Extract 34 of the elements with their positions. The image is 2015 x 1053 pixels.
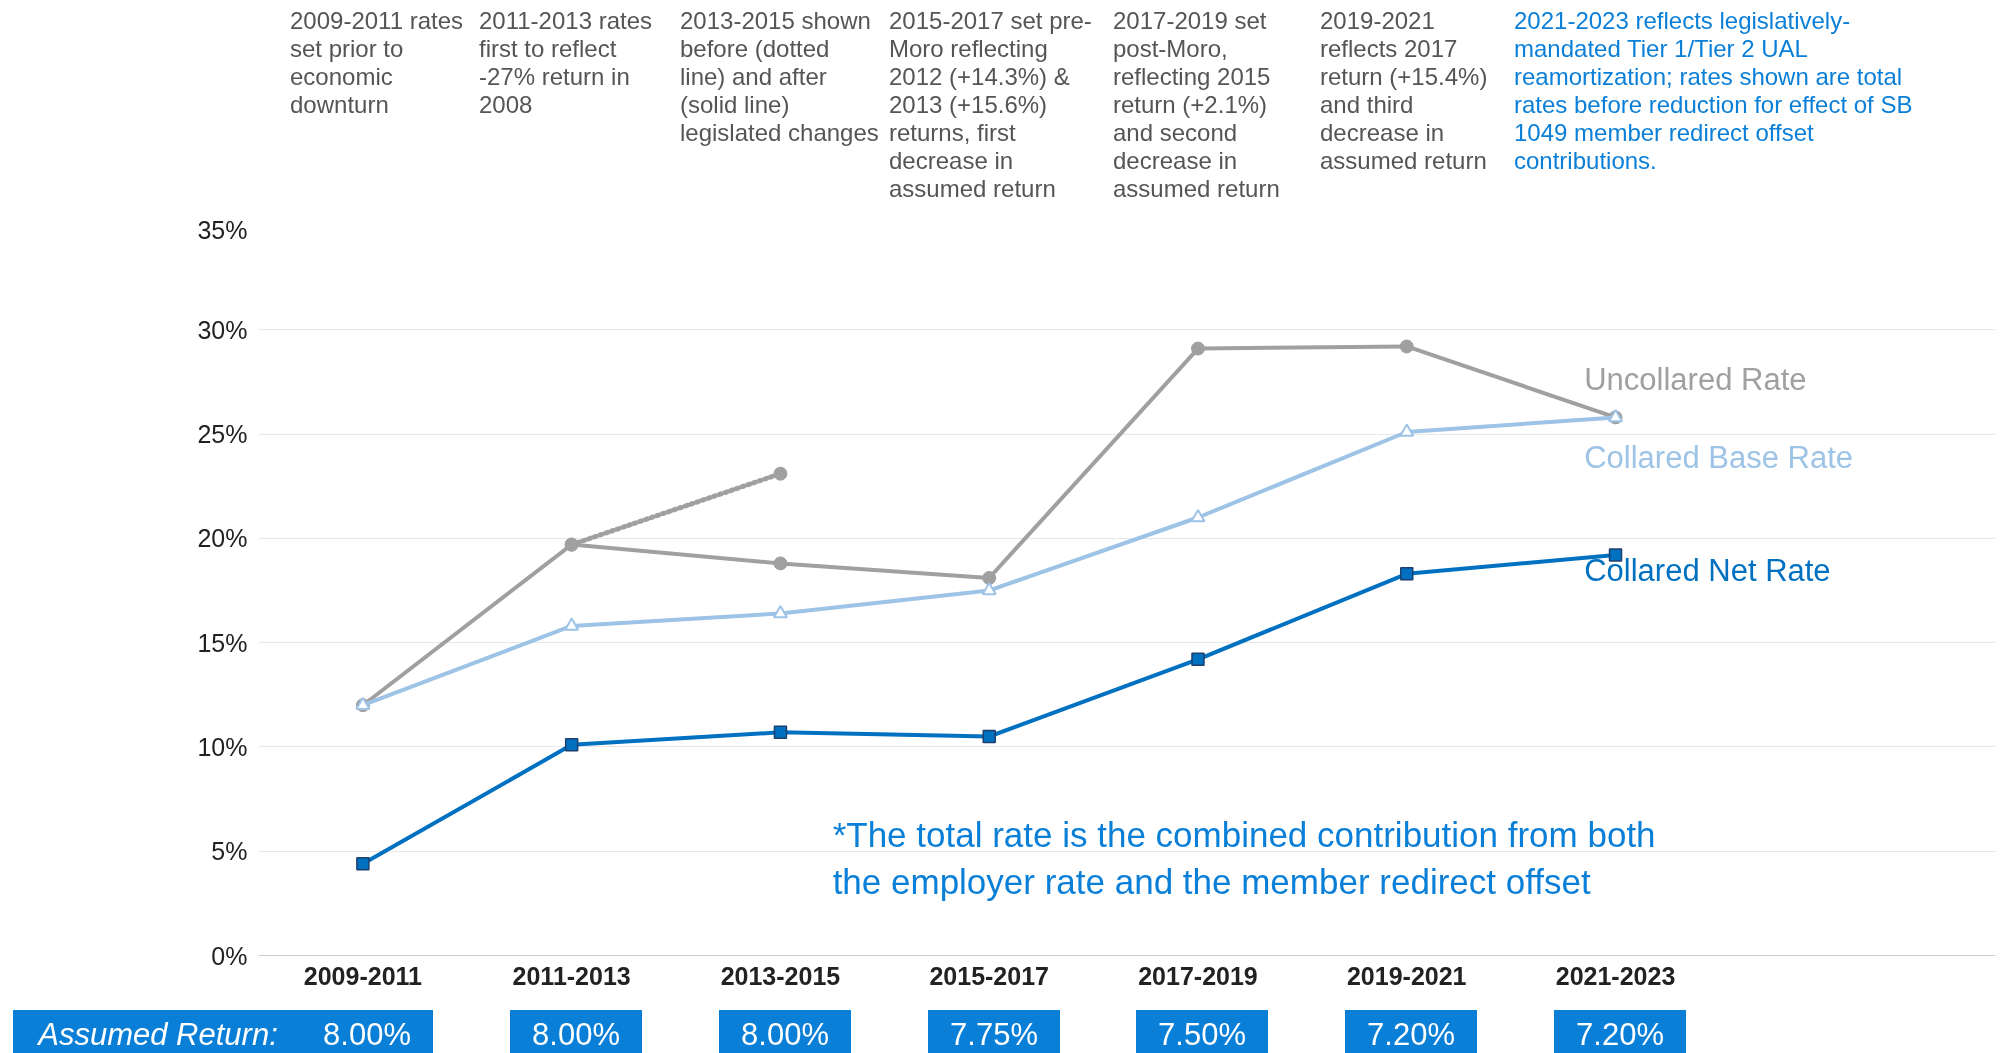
text: 7.50% [1136, 1010, 1268, 1053]
text: 2011-2013 rates first to reflect -27% return in 2008 [479, 7, 653, 119]
x-tick-label: 2015-2017 [929, 961, 1049, 990]
series-label: Collared Net Rate [1584, 552, 1831, 588]
text: 2019-2021 reflects 2017 return (+15.4%) and third decrease in assumed return [1320, 7, 1489, 175]
x-tick-label: 2013-2015 [720, 961, 841, 990]
y-tick-label: 15% [197, 628, 248, 657]
text: 2015-2017 set pre-Moro reflecting 2012 (+14.3%) & 2013 (+15.6%) returns, first decrease in assumed return [889, 7, 1093, 203]
text: 2013-2015 shown before (dotted line) and after (solid line) legislated changes [680, 7, 880, 147]
series-label: Collared Base Rate [1584, 439, 1854, 475]
y-tick-label: 25% [197, 420, 248, 449]
text: 7.75% [928, 1010, 1060, 1053]
text: 8.00% [510, 1010, 642, 1053]
text: 8.00% [719, 1010, 851, 1053]
text: 8.00% [301, 1010, 433, 1053]
text: Assumed Return: [13, 1010, 303, 1053]
y-tick-label: 0% [211, 941, 248, 970]
x-tick-label: 2017-2019 [1138, 961, 1258, 990]
text: 7.20% [1345, 1010, 1477, 1053]
x-tick-label: 2021-2023 [1555, 961, 1676, 990]
text: 2017-2019 set post-Moro, reflecting 2015 return (+2.1%) and second decrease in assumed return [1113, 7, 1281, 203]
y-tick-label: 20% [197, 524, 248, 553]
y-tick-label: 10% [197, 732, 248, 761]
x-tick-label: 2019-2021 [1346, 961, 1467, 990]
y-tick-label: 5% [211, 837, 248, 866]
text: 2009-2011 rates set prior to economic downturn [290, 7, 464, 119]
text: 2021-2023 reflects legislatively-mandated Tier 1/Tier 2 UAL reamortization; rates shown are total rates before reduction for effect of SB 1049 member redirect offset contributions. [1514, 7, 1914, 175]
series-label: Uncollared Rate [1584, 361, 1807, 397]
text: 7.20% [1554, 1010, 1686, 1053]
x-tick-label: 2009-2011 [303, 961, 423, 990]
annotation: *The total rate is the combined contribution from both the employer rate and the member redirect offset [832, 815, 1656, 902]
x-tick-label: 2011-2013 [512, 961, 631, 990]
y-tick-label: 35% [197, 215, 248, 244]
y-tick-label: 30% [197, 315, 248, 344]
